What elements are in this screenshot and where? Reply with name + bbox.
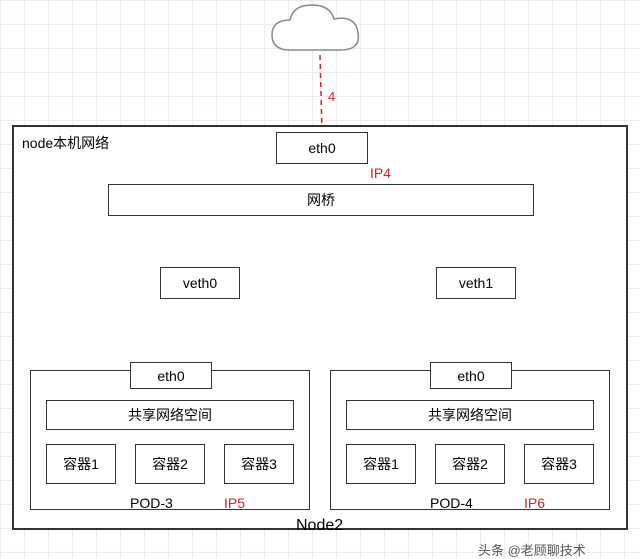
pod4-c1-label: 容器1	[363, 454, 399, 474]
pod4-c3-label: 容器3	[541, 454, 577, 474]
pod3-netspace-label: 共享网络空间	[128, 405, 212, 425]
pod3-eth0: eth0	[130, 362, 212, 389]
pod3-box	[30, 370, 310, 510]
host-network-title: node本机网络	[22, 133, 109, 153]
pod4-container1: 容器1	[346, 444, 416, 484]
pod3-ip: IP5	[224, 495, 245, 511]
pod3-netspace: 共享网络空间	[46, 400, 294, 430]
pod3-c2-label: 容器2	[152, 454, 188, 474]
pod3-container1: 容器1	[46, 444, 116, 484]
host-eth0-label: eth0	[308, 140, 335, 156]
pod3-name: POD-3	[130, 495, 173, 511]
edge-label-4: 4	[328, 89, 335, 104]
veth1-box: veth1	[436, 267, 516, 299]
veth0-label: veth0	[183, 275, 217, 291]
pod3-container2: 容器2	[135, 444, 205, 484]
veth1-label: veth1	[459, 275, 493, 291]
pod4-container3: 容器3	[524, 444, 594, 484]
veth0-box: veth0	[160, 267, 240, 299]
pod4-eth0: eth0	[430, 362, 512, 389]
pod4-c2-label: 容器2	[452, 454, 488, 474]
pod4-ip: IP6	[524, 495, 545, 511]
pod4-box	[330, 370, 610, 510]
node-name: Node2	[296, 517, 343, 535]
pod4-netspace-label: 共享网络空间	[428, 405, 512, 425]
host-eth0: eth0	[276, 132, 368, 164]
pod3-container3: 容器3	[224, 444, 294, 484]
pod3-c1-label: 容器1	[63, 454, 99, 474]
pod4-eth0-label: eth0	[457, 368, 484, 384]
pod4-container2: 容器2	[435, 444, 505, 484]
bridge-box: 网桥	[108, 184, 534, 216]
pod4-name: POD-4	[430, 495, 473, 511]
pod4-netspace: 共享网络空间	[346, 400, 594, 430]
footer-credit: 头条 @老顾聊技术	[478, 540, 586, 559]
bridge-label: 网桥	[307, 190, 335, 210]
pod3-eth0-label: eth0	[157, 368, 184, 384]
cloud-icon	[272, 5, 358, 50]
ip4-label: IP4	[370, 165, 391, 181]
pod3-c3-label: 容器3	[241, 454, 277, 474]
